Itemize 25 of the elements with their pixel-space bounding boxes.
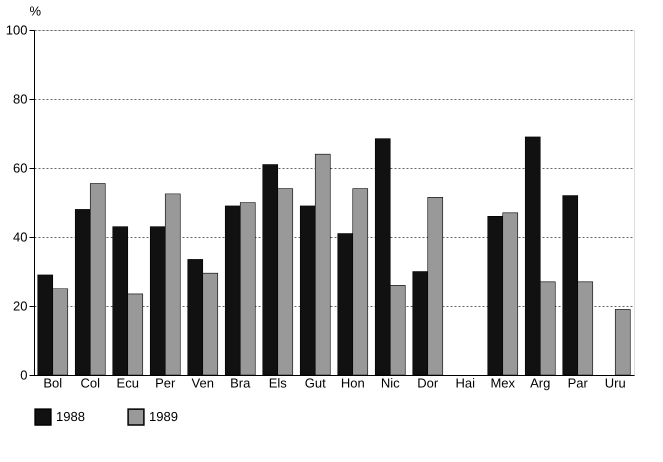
y-tick-label: 40 [13, 230, 28, 244]
x-tick-label: Dor [417, 376, 439, 390]
x-tick-label: Uru [604, 376, 626, 390]
y-tick-label: 80 [13, 92, 28, 106]
y-tick-label: 60 [13, 160, 28, 176]
x-tick-label: Hon [340, 376, 365, 390]
x-tick-label: Els [268, 376, 288, 390]
x-tick-label: Nic [380, 376, 400, 390]
x-tick-label: Bra [230, 376, 252, 390]
y-axis-title: % [30, 4, 42, 18]
x-tick-label: Per [155, 376, 176, 390]
x-tick-label: Hai [455, 376, 476, 390]
x-tick-label: Ecu [116, 376, 139, 390]
x-tick-label: Arg [530, 376, 550, 390]
legend-label: 1989 [149, 409, 178, 424]
x-tick-label: Ven [192, 376, 214, 390]
x-tick-label: Bol [43, 376, 62, 390]
x-tick-label: Gut [304, 376, 326, 390]
x-tick-label: Col [80, 376, 100, 390]
x-tick-label: Par [568, 376, 589, 390]
y-tick-label: 20 [13, 298, 28, 314]
y-tick-label: 0 [20, 368, 28, 382]
y-tick-label: 100 [6, 22, 28, 38]
x-tick-label: Mex [490, 376, 516, 390]
legend-label: 1988 [56, 409, 85, 424]
